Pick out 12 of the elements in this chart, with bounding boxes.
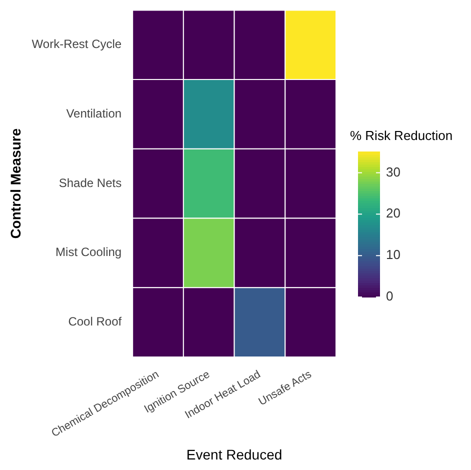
color-bar-label: 10 xyxy=(386,247,400,262)
y-tick-label: Ventilation xyxy=(66,106,122,121)
color-bar-label: 20 xyxy=(386,206,400,221)
y-tick-label: Cool Roof xyxy=(68,314,122,329)
color-bar-label: 30 xyxy=(386,164,400,180)
color-bar-label: 0 xyxy=(386,288,394,304)
y-axis-title: Control Measure xyxy=(7,128,24,239)
color-bar-title: % Risk Reduction xyxy=(350,128,453,143)
y-tick-label: Mist Cooling xyxy=(56,245,122,260)
x-axis-title: Event Reduced xyxy=(186,446,282,462)
y-tick-label: Shade Nets xyxy=(58,176,122,190)
y-tick-label: Work-Rest Cycle xyxy=(32,37,122,52)
